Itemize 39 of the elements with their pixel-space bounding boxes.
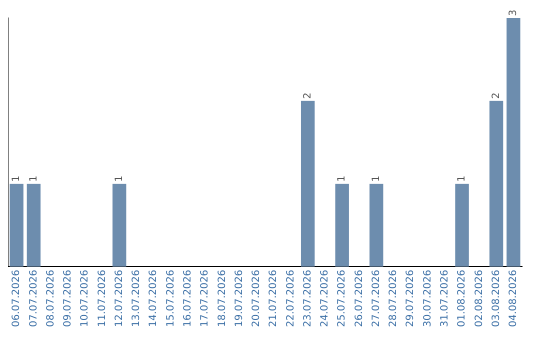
x-tick-label: 07.07.2026	[28, 270, 40, 328]
x-tick-label: 15.07.2026	[165, 270, 176, 328]
data-label: 1	[456, 175, 468, 182]
data-label: 2	[302, 92, 314, 99]
x-tick-label: 14.07.2026	[148, 270, 160, 328]
x-tick-label: 10.07.2026	[80, 270, 91, 328]
x-tick-label: 29.07.2026	[405, 270, 416, 328]
data-label: 1	[370, 175, 382, 182]
x-tick-label: 09.07.2026	[62, 270, 74, 328]
x-tick-label: 28.07.2026	[388, 270, 400, 328]
x-tick-label: 17.07.2026	[200, 270, 211, 328]
x-tick-label: 01.08.2026	[456, 270, 468, 328]
x-tick-label: 20.07.2026	[251, 270, 262, 328]
x-tick-label: 08.07.2026	[45, 270, 56, 328]
x-tick-label: 02.08.2026	[474, 270, 485, 328]
x-tick-label: 26.07.2026	[354, 270, 365, 328]
x-tick-label: 03.08.2026	[490, 270, 502, 328]
data-label: 1	[28, 175, 40, 182]
x-tick-label: 19.07.2026	[234, 270, 245, 328]
x-tick-label: 23.07.2026	[302, 270, 314, 328]
x-tick-label: 04.08.2026	[508, 270, 520, 328]
data-label: 1	[11, 175, 22, 182]
x-tick-label: 31.07.2026	[439, 270, 450, 328]
x-tick-label: 06.07.2026	[11, 270, 22, 328]
data-label: 3	[508, 10, 520, 16]
x-tick-label: 21.07.2026	[268, 270, 280, 328]
x-tick-label: 25.07.2026	[336, 270, 348, 328]
data-label: 2	[490, 92, 502, 99]
data-label: 1	[336, 175, 348, 182]
x-tick-label: 24.07.2026	[320, 270, 331, 328]
x-tick-label: 11.07.2026	[96, 270, 108, 328]
x-tick-label: 16.07.2026	[182, 270, 194, 328]
data-label: 1	[114, 175, 125, 182]
x-tick-label: 22.07.2026	[285, 270, 296, 328]
x-tick-label: 27.07.2026	[370, 270, 382, 328]
x-tick-label: 12.07.2026	[114, 270, 125, 328]
x-tick-label: 18.07.2026	[216, 270, 228, 328]
x-tick-label: 30.07.2026	[422, 270, 434, 328]
x-tick-label: 13.07.2026	[131, 270, 142, 328]
